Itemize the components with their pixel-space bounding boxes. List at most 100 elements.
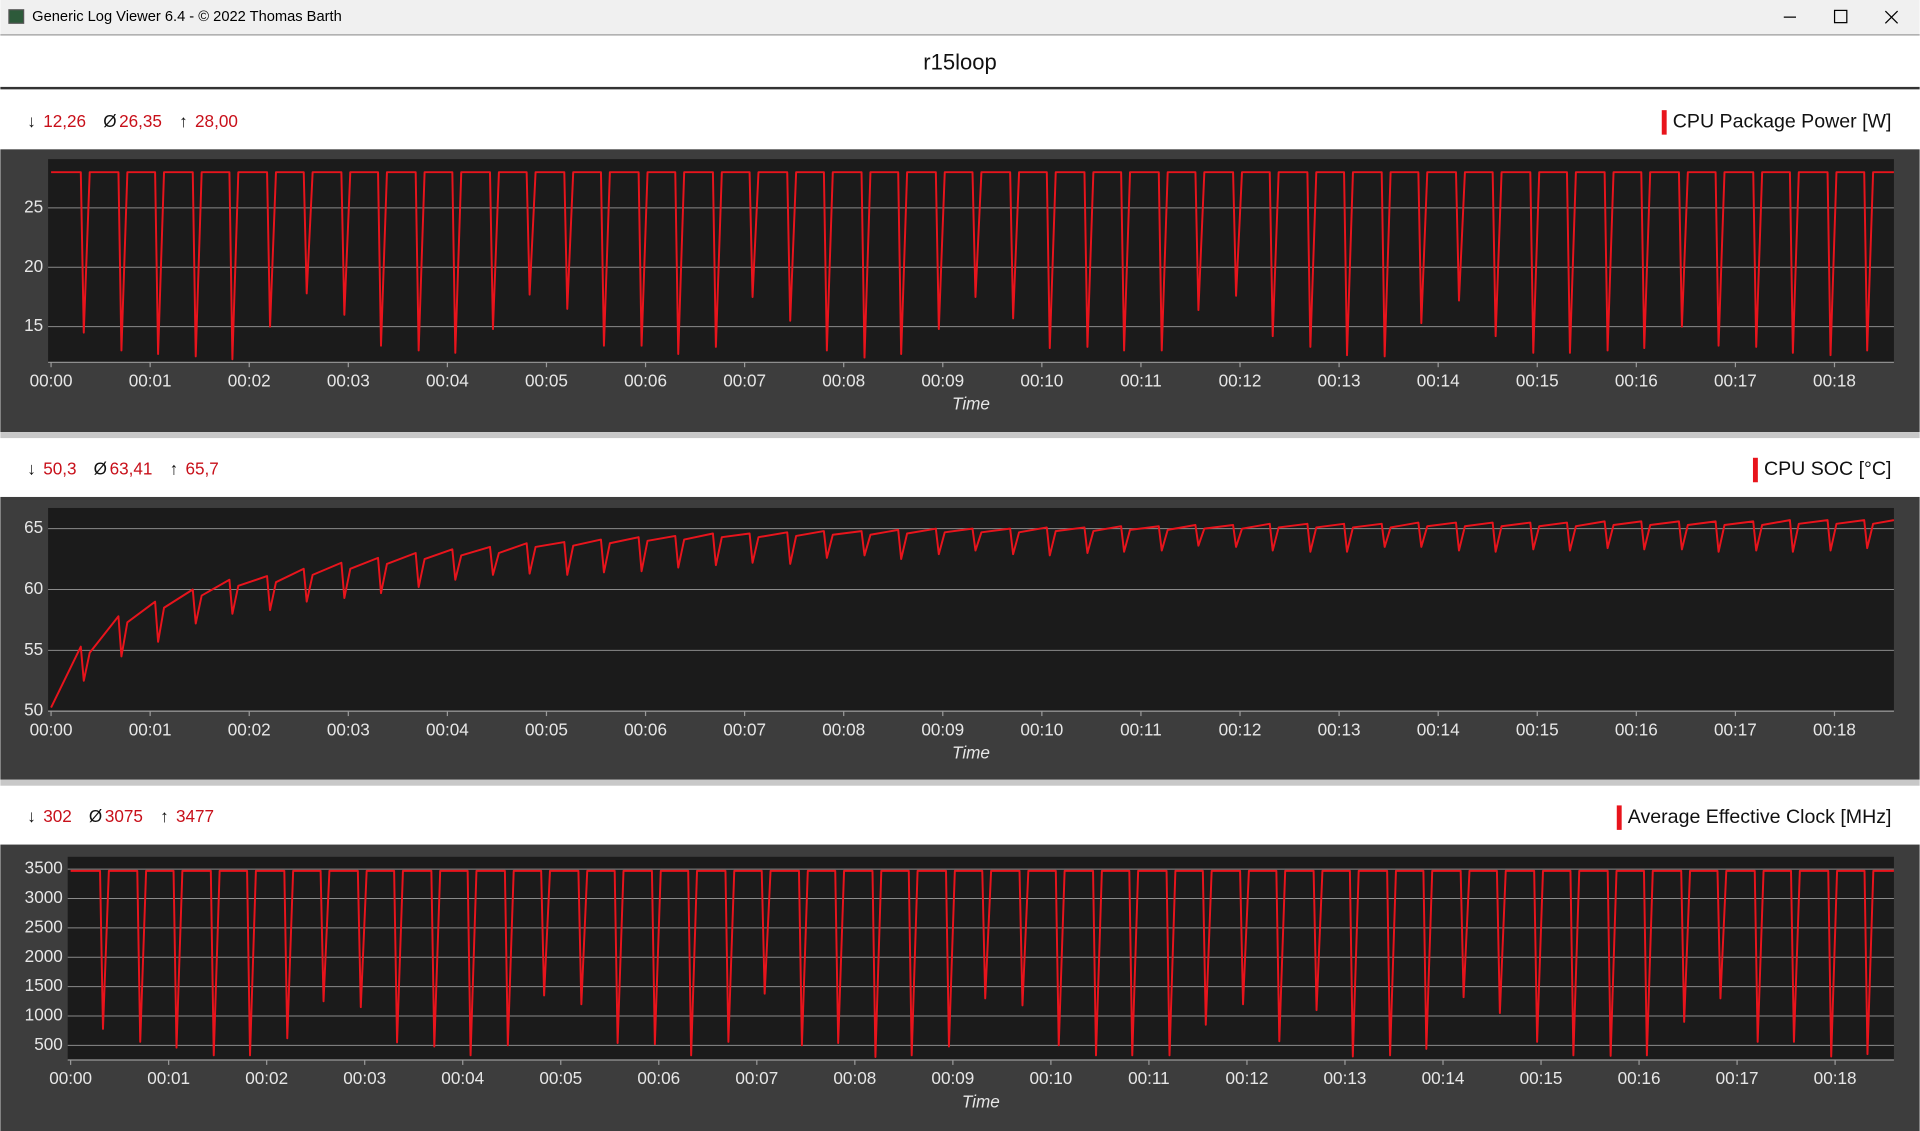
app-icon: [8, 9, 25, 24]
x-tick-label: 00:07: [735, 1068, 778, 1088]
chart-panel: ↓ 12,26 Ø 26,35 ↑ 28,00 CPU Package Power [W] 1…: [0, 90, 1920, 433]
x-tick-label: 00:00: [30, 370, 73, 390]
x-tick-label: 00:09: [931, 1068, 974, 1088]
stat-symbol: ↓: [27, 111, 36, 131]
x-tick-label: 00:14: [1417, 719, 1460, 739]
stat-value: 65,7: [186, 459, 219, 479]
close-button[interactable]: [1868, 0, 1919, 34]
stat-symbol: Ø: [103, 111, 116, 131]
legend-label: CPU Package Power [W]: [1673, 111, 1892, 133]
x-tick-label: 00:17: [1714, 719, 1757, 739]
stat-value: 302: [43, 806, 72, 826]
y-tick-label: 2500: [25, 916, 63, 936]
x-tick-label: 00:03: [327, 370, 370, 390]
x-tick-label: 00:04: [441, 1068, 484, 1088]
x-tick-label: 00:02: [228, 370, 271, 390]
header-separator: [0, 86, 1920, 90]
y-tick-label: 500: [34, 1034, 63, 1054]
plot-area: [48, 507, 1894, 712]
series-line: [50, 519, 1895, 708]
stat-value: 26,35: [119, 111, 162, 131]
x-tick-label: 00:03: [327, 719, 370, 739]
x-tick-label: 00:00: [30, 719, 73, 739]
chart-panel: ↓ 50,3 Ø 63,41 ↑ 65,7 CPU SOC [°C] 50 55 60 65 00:0…: [0, 432, 1920, 780]
y-tick-label: 1500: [25, 975, 63, 995]
x-tick-label: 00:18: [1814, 1068, 1857, 1088]
x-tick-label: 00:01: [129, 719, 172, 739]
stat-symbol: ↑: [160, 806, 169, 826]
panel-separator: [0, 779, 1920, 786]
plot-area: [67, 856, 1894, 1061]
stat-symbol: ↓: [27, 459, 36, 479]
y-tick-label: 15: [24, 315, 43, 335]
minimize-button[interactable]: [1767, 0, 1814, 34]
y-tick-label: 3500: [25, 858, 63, 878]
x-tick-label: 00:13: [1318, 370, 1361, 390]
x-tick-label: 00:10: [1020, 719, 1063, 739]
x-tick-label: 00:14: [1422, 1068, 1465, 1088]
x-tick-label: 00:18: [1813, 370, 1856, 390]
header: [0, 34, 1920, 89]
x-tick-label: 00:05: [525, 370, 568, 390]
heading: r15loop: [923, 49, 996, 74]
stat-value: 28,00: [195, 111, 238, 131]
x-tick-label: 00:07: [723, 719, 766, 739]
x-axis-label: Time: [962, 1091, 1000, 1111]
stat-symbol: ↑: [179, 111, 188, 131]
stat-value: 3075: [105, 806, 143, 826]
x-tick-label: 00:09: [921, 370, 964, 390]
x-tick-label: 00:08: [822, 719, 865, 739]
x-tick-label: 00:07: [723, 370, 766, 390]
x-tick-label: 00:17: [1714, 370, 1757, 390]
x-tick-label: 00:06: [624, 719, 667, 739]
x-tick-label: 00:02: [228, 719, 271, 739]
plot-area: [48, 159, 1894, 363]
series-line: [51, 171, 1894, 361]
panel-header: [0, 90, 1920, 150]
stat-value: 63,41: [110, 459, 153, 479]
y-tick-label: 60: [24, 578, 43, 598]
y-tick-label: 55: [24, 639, 43, 659]
x-tick-label: 00:03: [343, 1068, 386, 1088]
x-tick-label: 00:01: [147, 1068, 190, 1088]
x-tick-label: 00:11: [1120, 719, 1162, 739]
x-tick-label: 00:02: [245, 1068, 288, 1088]
x-tick-label: 00:12: [1226, 1068, 1269, 1088]
x-tick-label: 00:06: [624, 370, 667, 390]
maximize-button[interactable]: [1817, 0, 1864, 34]
y-tick-label: 50: [24, 700, 43, 720]
panel-header: [0, 438, 1920, 497]
x-axis-label: Time: [952, 394, 990, 414]
legend-swatch: [1616, 805, 1622, 830]
series-line: [70, 869, 1894, 1058]
x-tick-label: 00:12: [1219, 370, 1262, 390]
x-tick-label: 00:12: [1219, 719, 1262, 739]
x-tick-label: 00:13: [1324, 1068, 1367, 1088]
y-tick-label: 3000: [25, 887, 63, 907]
legend-swatch: [1661, 110, 1667, 135]
x-tick-label: 00:14: [1417, 370, 1460, 390]
y-tick-label: 20: [24, 256, 43, 276]
x-tick-label: 00:15: [1520, 1068, 1563, 1088]
x-tick-label: 00:15: [1516, 719, 1559, 739]
x-tick-label: 00:16: [1615, 370, 1658, 390]
x-tick-label: 00:08: [822, 370, 865, 390]
x-tick-label: 00:10: [1020, 370, 1063, 390]
y-tick-label: 1000: [25, 1004, 63, 1024]
x-tick-label: 00:08: [833, 1068, 876, 1088]
x-tick-label: 00:05: [525, 719, 568, 739]
x-tick-label: 00:18: [1813, 719, 1856, 739]
x-tick-label: 00:06: [637, 1068, 680, 1088]
x-tick-label: 00:11: [1128, 1068, 1170, 1088]
x-tick-label: 00:05: [539, 1068, 582, 1088]
x-tick-label: 00:11: [1120, 370, 1162, 390]
stat-value: 12,26: [43, 111, 86, 131]
x-tick-label: 00:16: [1615, 719, 1658, 739]
y-tick-label: 65: [24, 517, 43, 537]
x-tick-label: 00:01: [129, 370, 172, 390]
x-tick-label: 00:09: [921, 719, 964, 739]
y-tick-label: 25: [24, 196, 43, 216]
stat-value: 3477: [176, 806, 214, 826]
stat-symbol: Ø: [94, 459, 107, 479]
x-tick-label: 00:04: [426, 370, 469, 390]
